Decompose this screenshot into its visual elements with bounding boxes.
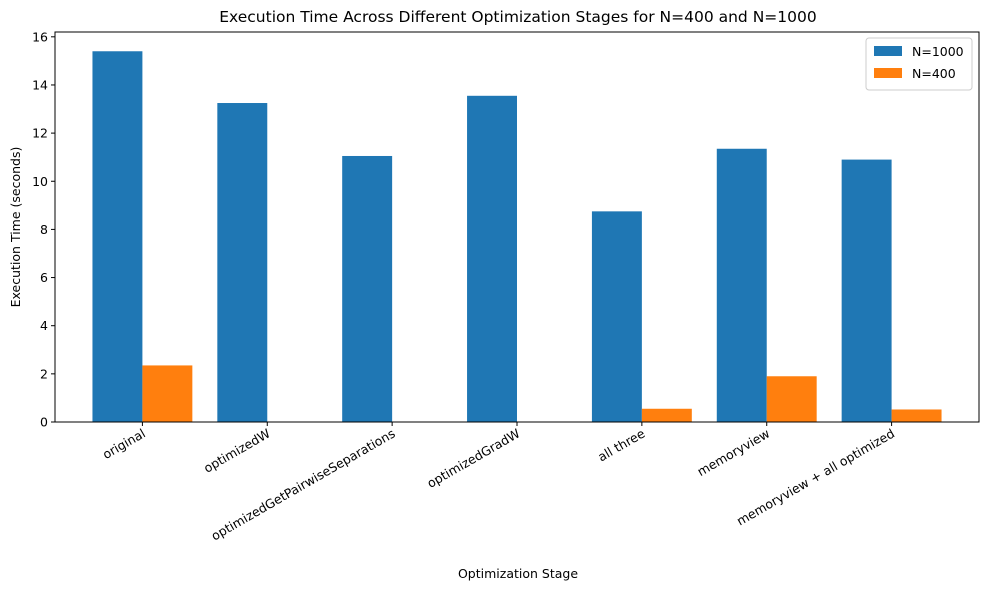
legend-label: N=1000 bbox=[912, 44, 964, 59]
y-axis-ticks: 0 2 4 6 8 10 12 14 16 bbox=[32, 29, 55, 430]
y-tick-label: 0 bbox=[40, 415, 48, 430]
bar-n-400-4 bbox=[641, 408, 692, 422]
y-axis-label: Execution Time (seconds) bbox=[8, 147, 23, 308]
x-tick-label: optimizedW bbox=[201, 426, 273, 476]
y-tick-label: 14 bbox=[32, 77, 48, 92]
bar-n-400-0 bbox=[142, 365, 193, 422]
bar-n-1000-4 bbox=[591, 211, 642, 422]
x-axis-label: Optimization Stage bbox=[458, 566, 578, 581]
bar-n-400-5 bbox=[766, 376, 817, 422]
x-axis-ticks: original optimizedWoptimizedGetPairwiseSe… bbox=[100, 422, 897, 543]
y-tick-label: 8 bbox=[40, 222, 48, 237]
legend-swatch bbox=[874, 46, 902, 56]
bar-n-1000-0 bbox=[92, 51, 143, 423]
x-tick-label: all three bbox=[595, 425, 647, 464]
bar-n-400-6 bbox=[891, 409, 942, 422]
y-tick-label: 4 bbox=[40, 318, 48, 333]
x-tick-label: original bbox=[100, 426, 148, 462]
bar-n-1000-6 bbox=[841, 159, 892, 422]
bar-n-1000-1 bbox=[217, 103, 268, 422]
plot-frame bbox=[54, 31, 980, 423]
y-tick-label: 2 bbox=[40, 366, 48, 381]
x-tick-label: optimizedGradW bbox=[424, 426, 522, 491]
chart-title: Execution Time Across Different Optimiza… bbox=[219, 8, 816, 26]
bar-n-1000-2 bbox=[342, 155, 393, 422]
bar-n-1000-5 bbox=[716, 148, 767, 422]
legend-swatch bbox=[874, 68, 902, 78]
legend-label: N=400 bbox=[912, 66, 956, 81]
y-tick-label: 6 bbox=[40, 270, 48, 285]
y-tick-label: 12 bbox=[32, 126, 48, 141]
legend: N=1000 N=400 bbox=[865, 37, 973, 91]
y-tick-label: 16 bbox=[32, 29, 48, 44]
x-tick-label: memoryview bbox=[695, 426, 773, 479]
y-tick-label: 10 bbox=[32, 174, 48, 189]
bars-group bbox=[92, 51, 942, 423]
bar-n-1000-3 bbox=[467, 95, 517, 422]
